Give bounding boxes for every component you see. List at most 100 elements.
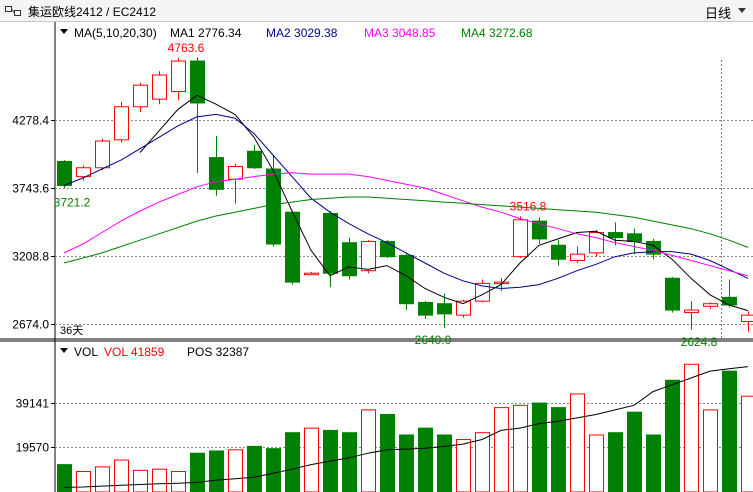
candle-body	[209, 157, 224, 190]
volume-bar[interactable]	[171, 470, 186, 492]
volume-bar[interactable]	[399, 434, 414, 492]
volume-bar[interactable]	[114, 459, 129, 492]
candle[interactable]	[209, 135, 224, 196]
volume-bar[interactable]	[589, 434, 604, 492]
candle-body	[684, 309, 699, 314]
candle[interactable]	[133, 82, 148, 112]
candle[interactable]	[57, 160, 72, 189]
volume-bar[interactable]	[475, 432, 490, 492]
volume-bar[interactable]	[551, 407, 566, 492]
candle-body	[456, 300, 471, 316]
volume-bar[interactable]	[570, 393, 585, 492]
candle-body	[247, 150, 262, 169]
volume-bar[interactable]	[703, 409, 718, 492]
volume-bar[interactable]	[494, 407, 509, 492]
period-selector[interactable]: 日线	[704, 6, 731, 21]
candle[interactable]	[551, 240, 566, 266]
candle-body	[380, 240, 395, 258]
candle[interactable]	[266, 155, 281, 247]
candle[interactable]	[323, 210, 338, 288]
volume-bar[interactable]	[361, 409, 376, 492]
candle-body	[57, 160, 72, 187]
candle[interactable]	[608, 222, 623, 246]
chart-area[interactable]: 4763.6 3721.2 3516.8 2640.0 2624.8 MA(5,10,2…	[0, 22, 753, 492]
volume-bar[interactable]	[95, 466, 110, 492]
candle[interactable]	[703, 302, 718, 309]
volume-bar[interactable]	[304, 427, 319, 492]
ma-line-ma3	[63, 172, 749, 277]
y-tick-label: 2674.0	[12, 318, 49, 332]
volume-bar[interactable]	[627, 411, 642, 492]
candle[interactable]	[513, 216, 528, 258]
candle[interactable]	[228, 163, 243, 204]
volume-bar[interactable]	[437, 434, 452, 492]
candle[interactable]	[361, 240, 376, 274]
volume-bar[interactable]	[152, 468, 167, 492]
candle[interactable]	[399, 252, 414, 311]
volume-bar[interactable]	[266, 448, 281, 492]
candle[interactable]	[152, 71, 167, 105]
volume-bar[interactable]	[247, 445, 262, 492]
volume-bar[interactable]	[456, 439, 471, 492]
candle-body	[361, 240, 376, 272]
volume-bar[interactable]	[646, 434, 661, 492]
collapse-triangle-icon[interactable]	[60, 29, 68, 34]
volume-bar[interactable]	[665, 379, 680, 492]
chart-window-icon[interactable]	[5, 6, 21, 16]
volume-bar[interactable]	[722, 370, 737, 492]
candle-body	[741, 314, 753, 322]
volume-bar[interactable]	[57, 464, 72, 492]
volume-bar[interactable]	[380, 413, 395, 492]
candle-body	[418, 301, 433, 316]
ma-legend-value: 3048.85	[392, 26, 436, 40]
volume-bar[interactable]	[228, 449, 243, 492]
volume-bar[interactable]	[532, 402, 547, 492]
candle[interactable]	[285, 210, 300, 285]
volume-bar[interactable]	[608, 432, 623, 492]
y-tick-label: 3208.8	[12, 250, 49, 264]
volume-legend-item: VOL 41859	[104, 345, 165, 359]
candle[interactable]	[456, 299, 471, 318]
candle-body	[304, 272, 319, 276]
candle[interactable]	[684, 301, 699, 330]
candle[interactable]	[589, 230, 604, 257]
volume-bar[interactable]	[190, 452, 205, 492]
candle[interactable]	[475, 279, 490, 303]
candle[interactable]	[532, 217, 547, 244]
chevron-down-icon[interactable]	[738, 8, 746, 13]
volume-legend-item: POS 32387	[187, 345, 249, 359]
collapse-triangle-icon[interactable]	[60, 348, 68, 353]
y-tick-label: 3743.6	[12, 182, 49, 196]
volume-bar[interactable]	[285, 432, 300, 492]
ma-line-ma4	[63, 196, 749, 264]
price-annotation: 2624.8	[681, 335, 718, 349]
candle[interactable]	[741, 311, 753, 332]
volume-bar[interactable]	[342, 432, 357, 492]
candle[interactable]	[437, 293, 452, 328]
candle[interactable]	[722, 279, 737, 308]
candle[interactable]	[190, 57, 205, 173]
candle[interactable]	[342, 237, 357, 280]
candle[interactable]	[114, 101, 129, 143]
candle[interactable]	[570, 246, 585, 264]
volume-bar[interactable]	[513, 404, 528, 492]
volume-bar[interactable]	[133, 469, 148, 492]
candle[interactable]	[95, 138, 110, 171]
candle-body	[266, 168, 281, 245]
volume-bar[interactable]	[741, 395, 753, 492]
candle[interactable]	[247, 144, 262, 170]
price-annotation: 3516.8	[510, 199, 547, 213]
candle[interactable]	[418, 301, 433, 319]
ma-legend-value: 3272.68	[489, 26, 533, 40]
candle[interactable]	[171, 57, 186, 101]
candle-body	[627, 233, 642, 242]
candle[interactable]	[304, 271, 319, 276]
volume-bar[interactable]	[684, 363, 699, 492]
volume-bar[interactable]	[418, 427, 433, 492]
volume-bar[interactable]	[209, 450, 224, 492]
candle-body	[665, 277, 680, 311]
candle[interactable]	[665, 277, 680, 313]
y-tick-label: 19570	[16, 441, 50, 455]
ma-legend-label: MA2	[266, 26, 291, 40]
volume-bar[interactable]	[76, 470, 91, 492]
